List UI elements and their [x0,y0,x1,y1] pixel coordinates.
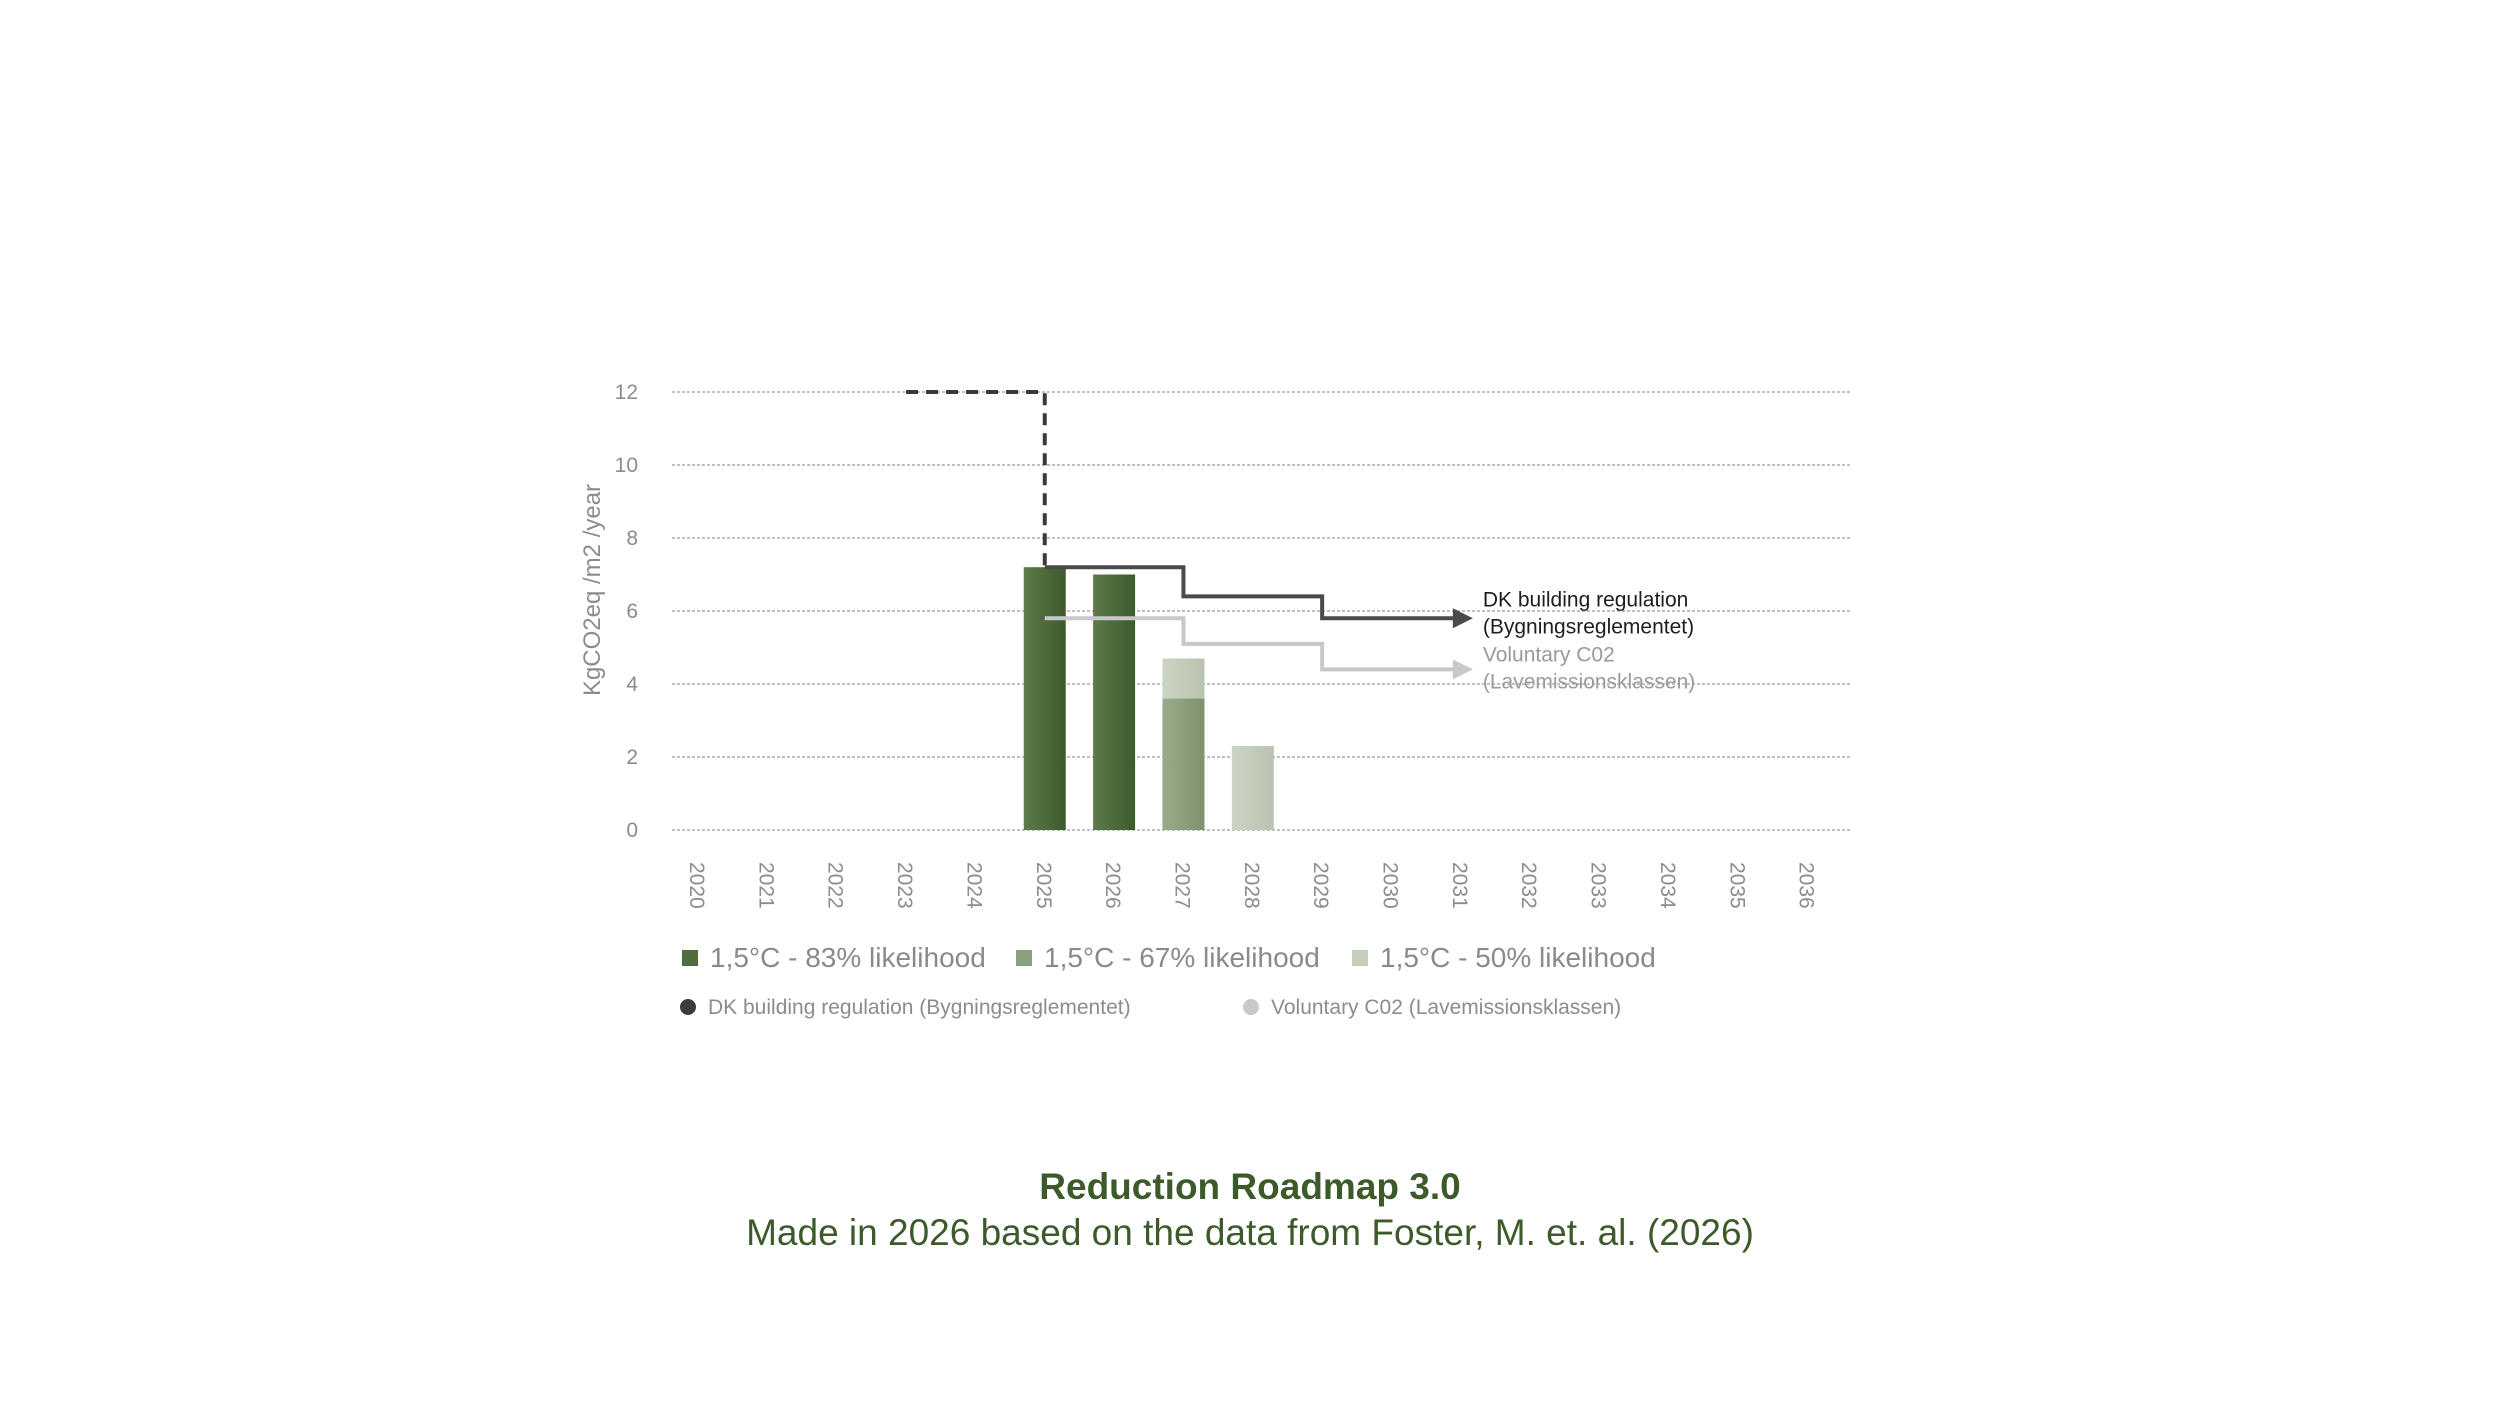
x-tick-label: 2022 [824,862,847,909]
legend-label-2: 1,5°C - 50% likelihood [1380,942,1656,973]
bars [1023,567,1274,830]
line-annotation-0-1: (Bygningsreglementet) [1483,615,1694,638]
x-tick-label: 2034 [1656,862,1679,909]
x-tick-label: 2024 [962,862,985,909]
x-tick-label: 2033 [1587,862,1610,909]
legend-swatch-1 [1016,950,1032,966]
y-tick-label: 10 [615,454,638,477]
x-tick-label: 2029 [1309,862,1332,909]
y-tick-label: 0 [626,819,638,842]
y-axis-title: KgCO2eq /m2 /year [579,484,606,696]
step-line-1 [1044,616,1455,672]
caption-subtitle: Made in 2026 based on the data from Fost… [746,1212,1754,1253]
x-tick-label: 2020 [685,862,708,909]
legend-line-label-0: DK building regulation (Bygningsreglemen… [708,996,1131,1019]
step-line-0 [1044,565,1455,621]
legend-label-0: 1,5°C - 83% likelihood [710,942,986,973]
legend-swatch-2 [1352,950,1368,966]
x-tick-labels: 2020 2021 2022 2023 2024 2025 2026 2027 2028 2029… [685,862,1818,909]
line-annotation-1-0: Voluntary C02 [1483,643,1615,666]
x-tick-label: 2026 [1101,862,1124,909]
x-tick-label: 2030 [1379,862,1402,909]
y-tick-label: 2 [626,746,638,769]
legend: 1,5°C - 83% likelihood 1,5°C - 67% likeli… [680,942,1656,1019]
line-annotation-1-1: (Lavemissionsklassen) [1483,670,1695,693]
caption-title: Reduction Roadmap 3.0 [1039,1166,1461,1207]
x-tick-label: 2031 [1448,862,1471,909]
legend-label-1: 1,5°C - 67% likelihood [1044,942,1320,973]
y-tick-labels: 0 2 4 6 8 10 12 [615,381,639,842]
dashed-previous-limit [906,390,1047,568]
y-tick-label: 4 [626,673,638,696]
x-tick-label: 2028 [1240,862,1263,909]
line-annotations: DK building regulation (Bygningsreglement… [1483,588,1695,693]
bar-2028-2 [1231,746,1274,830]
y-tick-label: 8 [626,527,638,550]
regulation-lines [906,390,1473,680]
legend-line-dot-1 [1243,999,1259,1015]
x-tick-label: 2023 [893,862,916,909]
legend-line-label-1: Voluntary C02 (Lavemissionsklassen) [1271,996,1621,1019]
x-tick-label: 2021 [754,862,777,909]
x-tick-label: 2032 [1517,862,1540,909]
arrow-head-0 [1452,608,1473,629]
line-annotation-0-0: DK building regulation [1483,588,1688,611]
legend-swatch-0 [682,950,698,966]
x-tick-label: 2035 [1725,862,1748,909]
x-tick-label: 2025 [1032,862,1055,909]
bar-2026-0 [1093,574,1136,830]
bar-2027-1 [1162,698,1205,830]
y-tick-label: 6 [626,600,638,623]
legend-line-dot-0 [680,999,696,1015]
x-tick-label: 2036 [1795,862,1818,909]
arrow-head-1 [1452,659,1473,680]
y-tick-label: 12 [615,381,638,404]
bar-2025-0 [1023,567,1066,830]
x-tick-label: 2027 [1170,862,1193,909]
